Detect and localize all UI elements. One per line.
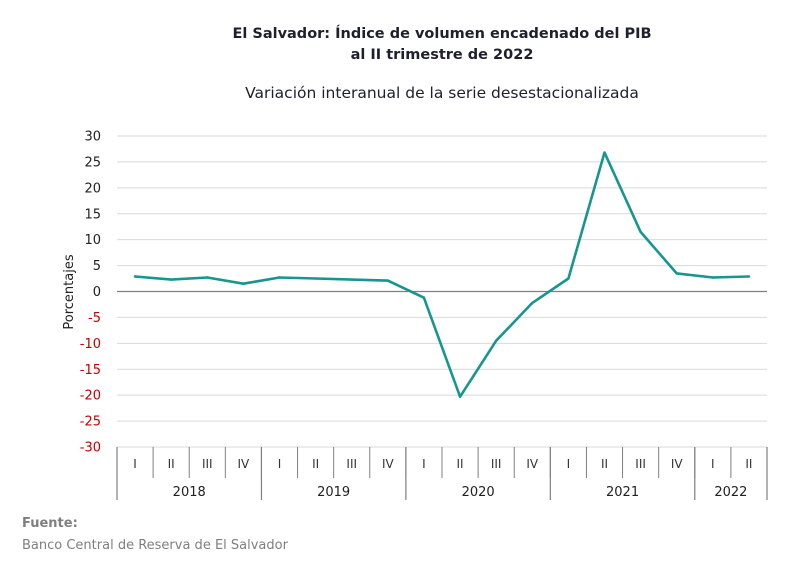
series-line xyxy=(133,151,751,399)
year-label: 2019 xyxy=(317,485,350,500)
data-point xyxy=(386,279,390,282)
data-point xyxy=(458,395,462,398)
data-point xyxy=(711,276,715,279)
y-tick-label: 10 xyxy=(84,233,101,248)
source-label: Fuente: xyxy=(22,516,78,531)
x-tick-label: I xyxy=(711,457,715,471)
year-label: 2020 xyxy=(462,485,495,500)
x-tick-label: IV xyxy=(382,457,395,471)
year-label: 2018 xyxy=(173,485,206,500)
data-point xyxy=(169,278,173,281)
x-tick-label: III xyxy=(635,457,646,471)
data-point xyxy=(639,230,642,234)
chart-title: El Salvador: Índice de volumen encadenad… xyxy=(0,24,794,66)
x-tick-label: II xyxy=(601,457,608,471)
y-tick-label: -20 xyxy=(80,389,101,404)
chart-title-line-2: al II trimestre de 2022 xyxy=(350,47,534,63)
x-tick-label: I xyxy=(567,457,571,471)
data-point xyxy=(314,277,317,280)
y-tick-label: 5 xyxy=(93,259,101,274)
y-tick-label: 20 xyxy=(84,181,101,196)
y-tick-label: -15 xyxy=(80,363,101,378)
year-label: 2022 xyxy=(714,485,747,500)
data-point xyxy=(350,278,353,281)
x-tick-label: IV xyxy=(526,457,539,471)
data-point xyxy=(531,301,534,305)
series-layer xyxy=(133,151,751,399)
y-tick-label: -25 xyxy=(80,415,101,430)
x-tick-label: I xyxy=(422,457,426,471)
y-tick-label: 25 xyxy=(84,155,101,170)
chart-title-line-1: El Salvador: Índice de volumen encadenad… xyxy=(232,26,652,42)
chart-subtitle: Variación interanual de la serie desesta… xyxy=(245,84,639,102)
data-point xyxy=(206,276,209,279)
x-tick-label: IV xyxy=(671,457,684,471)
x-tick-label: II xyxy=(457,457,464,471)
x-tick-label: III xyxy=(491,457,502,471)
data-point xyxy=(494,339,498,342)
y-tick-label: -30 xyxy=(80,441,101,456)
data-point xyxy=(567,277,570,280)
x-tick-label: II xyxy=(312,457,319,471)
y-axis-ticks: 30 25 20 15 10 5 0 -5 -10 -15 -20 -25 -30 xyxy=(80,130,101,456)
y-tick-label: -10 xyxy=(80,337,101,352)
x-tick-label: I xyxy=(278,457,282,471)
data-point xyxy=(747,275,751,278)
y-tick-label: 30 xyxy=(84,130,101,145)
y-tick-label: 0 xyxy=(93,285,101,300)
data-point xyxy=(133,275,137,278)
x-tick-label: II xyxy=(168,457,175,471)
y-tick-label: -5 xyxy=(88,311,101,326)
x-tick-label: III xyxy=(346,457,357,471)
data-point xyxy=(278,276,281,279)
year-label: 2021 xyxy=(606,485,639,500)
data-point xyxy=(603,151,606,154)
data-point xyxy=(675,272,678,275)
x-tick-label: II xyxy=(745,457,752,471)
x-tick-label: III xyxy=(202,457,213,471)
x-tick-label: I xyxy=(133,457,137,471)
x-tick-label: IV xyxy=(238,457,251,471)
grid-lines xyxy=(117,135,767,448)
y-tick-label: 15 xyxy=(84,207,101,222)
source-text: Banco Central de Reserva de El Salvador xyxy=(22,538,288,553)
data-point xyxy=(422,296,426,299)
y-axis-label: Porcentajes xyxy=(62,254,77,329)
data-point xyxy=(242,282,245,285)
